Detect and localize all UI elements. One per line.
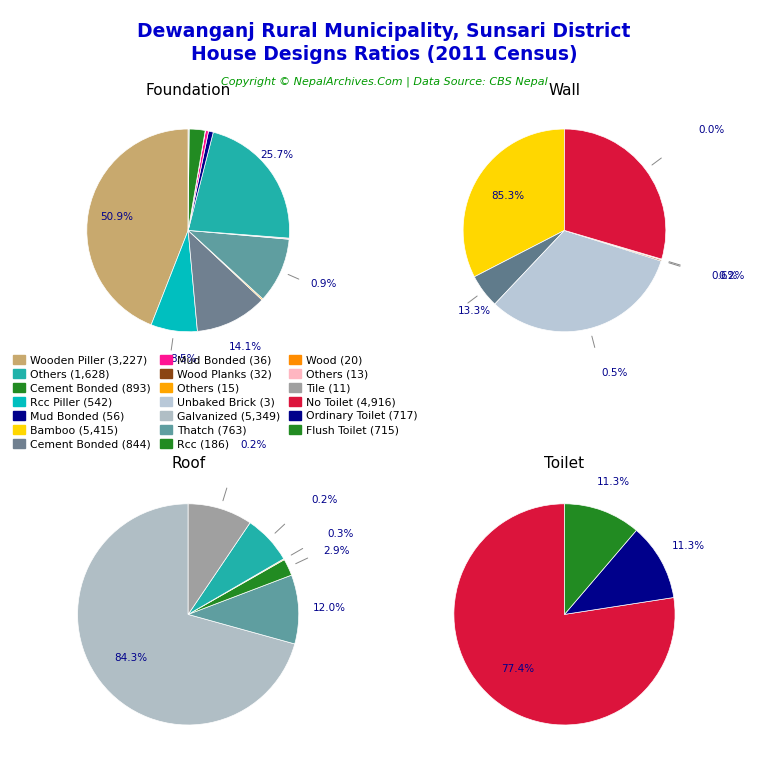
Wedge shape: [188, 230, 290, 240]
Wedge shape: [188, 131, 206, 230]
Wedge shape: [564, 504, 637, 614]
Wedge shape: [564, 230, 662, 260]
Text: 12.0%: 12.0%: [313, 603, 346, 613]
Wedge shape: [188, 129, 205, 230]
Title: Foundation: Foundation: [145, 84, 231, 98]
Text: 85.3%: 85.3%: [492, 191, 525, 201]
Text: 8.5%: 8.5%: [170, 354, 197, 364]
Wedge shape: [78, 504, 295, 725]
Wedge shape: [475, 230, 564, 304]
Text: 0.9%: 0.9%: [310, 280, 337, 290]
Title: Wall: Wall: [548, 84, 581, 98]
Wedge shape: [564, 531, 674, 614]
Text: 14.1%: 14.1%: [229, 342, 262, 352]
Text: 0.2%: 0.2%: [718, 271, 744, 281]
Wedge shape: [87, 129, 188, 325]
Wedge shape: [564, 129, 666, 259]
Text: 50.9%: 50.9%: [100, 212, 133, 222]
Wedge shape: [188, 131, 214, 230]
Title: Toilet: Toilet: [545, 456, 584, 471]
Wedge shape: [188, 129, 189, 230]
Text: 0.6%: 0.6%: [712, 271, 738, 281]
Wedge shape: [564, 230, 661, 261]
Legend: Wooden Piller (3,227), Others (1,628), Cement Bonded (893), Rcc Piller (542), Mu: Wooden Piller (3,227), Others (1,628), C…: [13, 355, 418, 449]
Wedge shape: [188, 230, 289, 299]
Text: 2.9%: 2.9%: [323, 546, 349, 556]
Text: 25.7%: 25.7%: [260, 150, 293, 160]
Wedge shape: [188, 504, 250, 614]
Text: 0.3%: 0.3%: [327, 529, 353, 539]
Wedge shape: [188, 132, 290, 238]
Wedge shape: [463, 129, 564, 276]
Text: 11.3%: 11.3%: [671, 541, 705, 551]
Wedge shape: [188, 575, 299, 644]
Wedge shape: [151, 230, 197, 332]
Wedge shape: [454, 504, 675, 725]
Wedge shape: [188, 230, 262, 331]
Text: 0.5%: 0.5%: [601, 368, 627, 378]
Wedge shape: [188, 230, 263, 300]
Text: 77.4%: 77.4%: [502, 664, 535, 674]
Wedge shape: [188, 559, 284, 614]
Text: 84.3%: 84.3%: [114, 653, 147, 663]
Text: 0.0%: 0.0%: [698, 125, 725, 135]
Wedge shape: [188, 131, 209, 230]
Wedge shape: [188, 523, 283, 614]
Text: Dewanganj Rural Municipality, Sunsari District
House Designs Ratios (2011 Census: Dewanganj Rural Municipality, Sunsari Di…: [137, 22, 631, 64]
Wedge shape: [495, 230, 661, 332]
Text: 0.2%: 0.2%: [240, 440, 266, 450]
Text: Copyright © NepalArchives.Com | Data Source: CBS Nepal: Copyright © NepalArchives.Com | Data Sou…: [220, 77, 548, 88]
Text: 0.2%: 0.2%: [311, 495, 337, 505]
Text: 11.3%: 11.3%: [597, 477, 630, 487]
Wedge shape: [188, 560, 292, 614]
Text: 13.3%: 13.3%: [458, 306, 491, 316]
Title: Roof: Roof: [171, 456, 205, 471]
